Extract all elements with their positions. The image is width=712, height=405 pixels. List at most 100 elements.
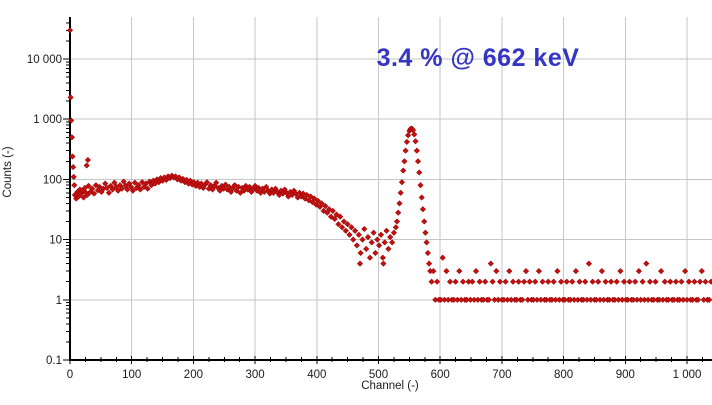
- data-point: [569, 278, 576, 285]
- data-point: [92, 182, 100, 189]
- data-point: [487, 260, 494, 267]
- data-point: [353, 242, 361, 249]
- data-point: [657, 267, 665, 275]
- data-point: [68, 134, 76, 141]
- data-point: [707, 278, 712, 285]
- data-point: [102, 180, 109, 187]
- data-point: [489, 278, 496, 285]
- data-point: [554, 267, 561, 275]
- data-point: [203, 179, 211, 186]
- data-point: [519, 296, 526, 303]
- data-point: [325, 206, 333, 213]
- data-point: [318, 200, 325, 207]
- data-point: [118, 185, 125, 192]
- data-point: [220, 185, 227, 192]
- data-point: [69, 163, 77, 171]
- data-point: [144, 185, 151, 192]
- data-point: [443, 267, 450, 275]
- data-point: [414, 158, 422, 165]
- data-point: [698, 267, 705, 275]
- data-point: [67, 94, 74, 101]
- data-point: [387, 233, 394, 241]
- x-tick-label: 600: [431, 369, 450, 381]
- data-point: [255, 184, 262, 192]
- data-point: [585, 260, 593, 267]
- data-point: [506, 267, 513, 275]
- data-point: [522, 267, 530, 275]
- data-point: [396, 200, 403, 207]
- data-point: [85, 182, 92, 190]
- data-point: [428, 278, 435, 285]
- data-point: [589, 278, 596, 285]
- data-point: [496, 278, 504, 285]
- data-point: [402, 147, 409, 154]
- data-point: [643, 260, 650, 267]
- data-point: [607, 278, 615, 285]
- data-point: [390, 229, 398, 236]
- data-point: [452, 278, 459, 285]
- data-point: [235, 183, 242, 191]
- data-point: [423, 239, 430, 246]
- data-point: [485, 296, 493, 303]
- data-point: [226, 183, 233, 191]
- data-point: [416, 169, 423, 176]
- x-tick-label: 100: [122, 369, 141, 381]
- data-point: [129, 187, 137, 194]
- data-point: [311, 195, 318, 202]
- data-point: [539, 278, 546, 285]
- data-point: [68, 117, 75, 124]
- data-point: [421, 218, 428, 225]
- data-point: [379, 254, 386, 261]
- x-tick-label: 400: [307, 369, 326, 381]
- data-point: [694, 296, 702, 303]
- x-tick-label: 0: [67, 369, 73, 381]
- data-point: [469, 278, 476, 285]
- x-axis-title: Channel (-): [361, 380, 419, 392]
- data-point: [681, 267, 689, 275]
- data-point: [111, 179, 118, 186]
- data-point: [493, 267, 500, 275]
- data-point: [364, 233, 372, 241]
- data-point: [706, 296, 712, 303]
- data-point: [388, 239, 396, 246]
- data-point: [661, 278, 668, 285]
- data-point: [520, 278, 528, 285]
- data-point: [109, 186, 116, 193]
- data-point: [635, 267, 643, 275]
- data-point: [439, 254, 446, 261]
- data-point: [213, 179, 220, 186]
- data-point: [425, 260, 433, 267]
- data-point: [331, 215, 338, 223]
- x-tick-label: 700: [492, 369, 511, 381]
- data-point: [563, 278, 570, 285]
- data-point: [430, 267, 437, 275]
- data-point: [344, 221, 351, 228]
- x-tick-label: 800: [554, 369, 573, 381]
- data-point: [84, 156, 92, 164]
- data-point: [419, 206, 427, 213]
- data-point: [337, 213, 344, 220]
- data-point: [80, 194, 87, 201]
- data-point: [69, 153, 76, 160]
- data-point: [401, 158, 408, 165]
- data-point: [335, 221, 342, 228]
- data-point: [685, 278, 693, 285]
- data-point: [404, 132, 412, 139]
- data-point: [96, 183, 103, 191]
- data-point: [411, 131, 418, 138]
- data-point: [385, 245, 392, 253]
- y-tick-label: 100: [43, 174, 62, 186]
- x-tick-label: 1 000: [673, 369, 702, 381]
- data-point: [368, 239, 375, 246]
- data-point: [595, 278, 602, 285]
- data-point: [381, 239, 388, 246]
- data-point: [340, 218, 348, 225]
- data-point: [355, 231, 362, 238]
- data-point: [626, 278, 633, 285]
- data-point: [667, 278, 674, 285]
- data-point: [361, 225, 368, 233]
- data-point: [251, 182, 259, 190]
- x-tick-label: 500: [369, 369, 388, 381]
- data-point: [314, 197, 322, 205]
- data-point: [346, 231, 353, 238]
